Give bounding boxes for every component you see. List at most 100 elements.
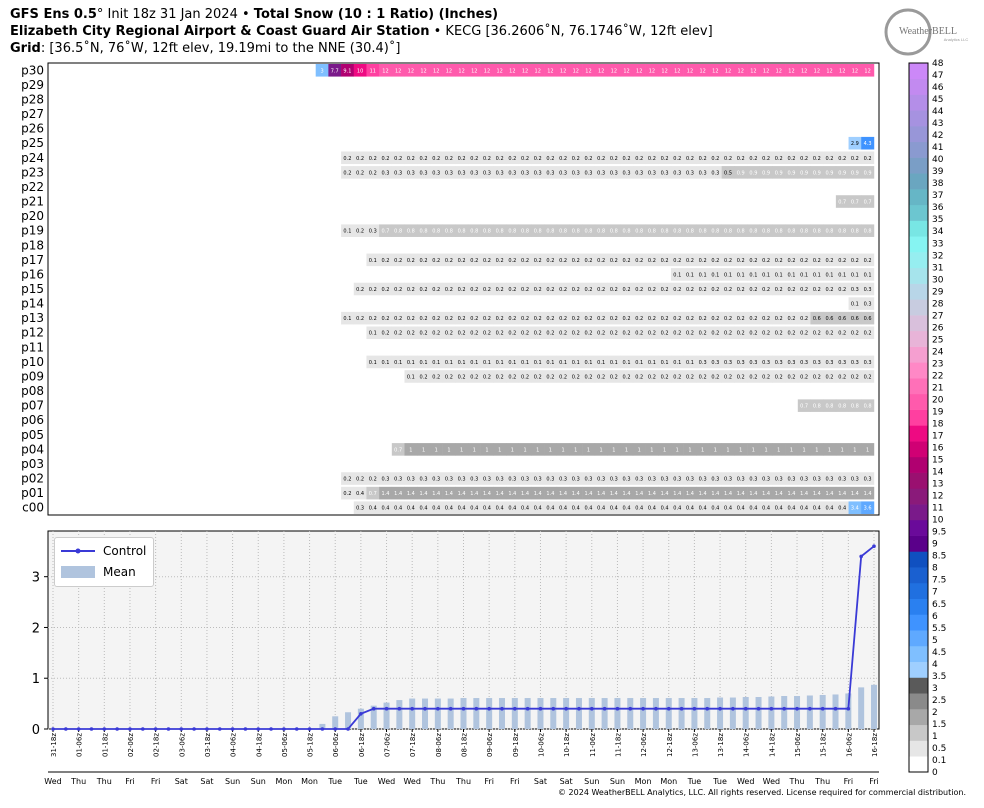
colorbar-label: 9.5 [932,528,946,538]
cell-value: 1.4 [610,491,618,497]
cell-value: 0.6 [826,316,834,322]
control-point [538,706,543,711]
snow-cell [467,326,481,340]
snow-cell [747,370,761,383]
cell-value: 0.3 [381,477,389,483]
x-tick-label: 03-18z [204,733,212,757]
snow-cell [531,486,545,500]
cell-value: 0.2 [737,287,745,293]
snow-cell [683,268,697,281]
member-label: p08 [21,384,44,398]
member-label: p15 [21,282,44,296]
control-point [269,727,273,731]
cell-value: 0.2 [432,258,440,264]
snow-cell [404,64,418,77]
cell-value: 0.2 [864,156,872,162]
cell-value: 0.1 [369,258,377,264]
cell-value: 0.1 [851,302,859,308]
colorbar-label: 1.5 [932,720,946,730]
snow-cell [556,311,570,325]
snow-cell [696,224,710,237]
colorbar-swatch [909,378,928,395]
cell-value: 0.4 [826,506,834,512]
control-point [384,706,389,711]
control-point [641,706,645,711]
snow-cell [544,151,558,165]
snow-cell [721,501,735,514]
x-tick-label: 10-18z [563,733,571,757]
snow-cell [861,224,875,237]
snow-cell [467,282,481,296]
snow-cell [379,224,393,237]
cell-value: 1 [485,447,488,453]
control-point [230,727,235,731]
x-tick-label: 02-18z [153,733,161,757]
snow-cell [353,282,367,296]
snow-cell [315,64,329,77]
x-tick-label: 04-06z [230,733,238,757]
snow-cell [785,443,799,456]
snow-cell [518,486,532,500]
cell-value: 0.2 [458,316,466,322]
control-point [756,706,761,711]
cell-value: 0.2 [851,258,859,264]
cell-value: 0.3 [775,360,783,366]
snow-cell [708,253,722,267]
cell-value: 0.3 [521,170,529,176]
snow-cell [493,501,507,514]
snow-cell [493,472,507,485]
x-tick-label: 05-06z [281,733,289,757]
colorbar-label: 18 [932,420,944,430]
mean-bar [511,698,518,729]
cell-value: 0.1 [813,272,821,278]
cell-value: 0.8 [699,229,707,235]
snow-cell [569,282,583,296]
colorbar-swatch [909,630,928,647]
snow-cell [848,486,862,500]
mean-bar [524,698,531,729]
cell-value: 0.2 [813,331,821,337]
mean-bar [498,698,505,729]
control-point [833,706,838,711]
member-label: p09 [21,369,44,383]
snow-cell [480,486,494,500]
snow-cell [810,399,824,412]
snow-cell [810,486,824,500]
snow-cell [797,355,811,369]
control-point [743,706,748,711]
snow-cell [429,311,443,325]
x-tick-label: 12-18z [666,733,674,757]
cell-value: 0.8 [420,229,428,235]
snow-cell [747,253,761,267]
snow-cell [645,151,659,165]
snow-cell [531,311,545,325]
cell-value: 0.2 [546,156,554,162]
snow-cell [455,443,469,456]
snow-cell [734,355,748,369]
cell-value: 1.4 [445,491,453,497]
y-tick-label: 2 [32,621,40,636]
snow-cell [658,64,672,77]
snow-cell [708,311,722,325]
snow-cell [467,501,481,514]
snow-cell [810,501,824,514]
cell-value: 0.1 [648,360,656,366]
snow-cell [594,486,608,500]
cell-value: 0.2 [775,258,783,264]
cell-value: 0.3 [559,170,567,176]
snow-cell [708,224,722,237]
colorbar-label: 2 [932,708,938,718]
cell-value: 12 [712,68,718,74]
snow-cell [506,224,519,237]
cell-value: 1.4 [597,491,605,497]
snow-cell [823,253,837,267]
snow-cell [861,370,875,383]
snow-cell [683,443,697,456]
snow-cell [708,370,722,383]
snow-cell [506,311,519,325]
mean-bar [871,684,877,729]
snow-cell [544,224,558,237]
cell-value: 0.2 [546,374,554,380]
snow-cell [759,443,773,456]
snow-cell [366,151,380,165]
